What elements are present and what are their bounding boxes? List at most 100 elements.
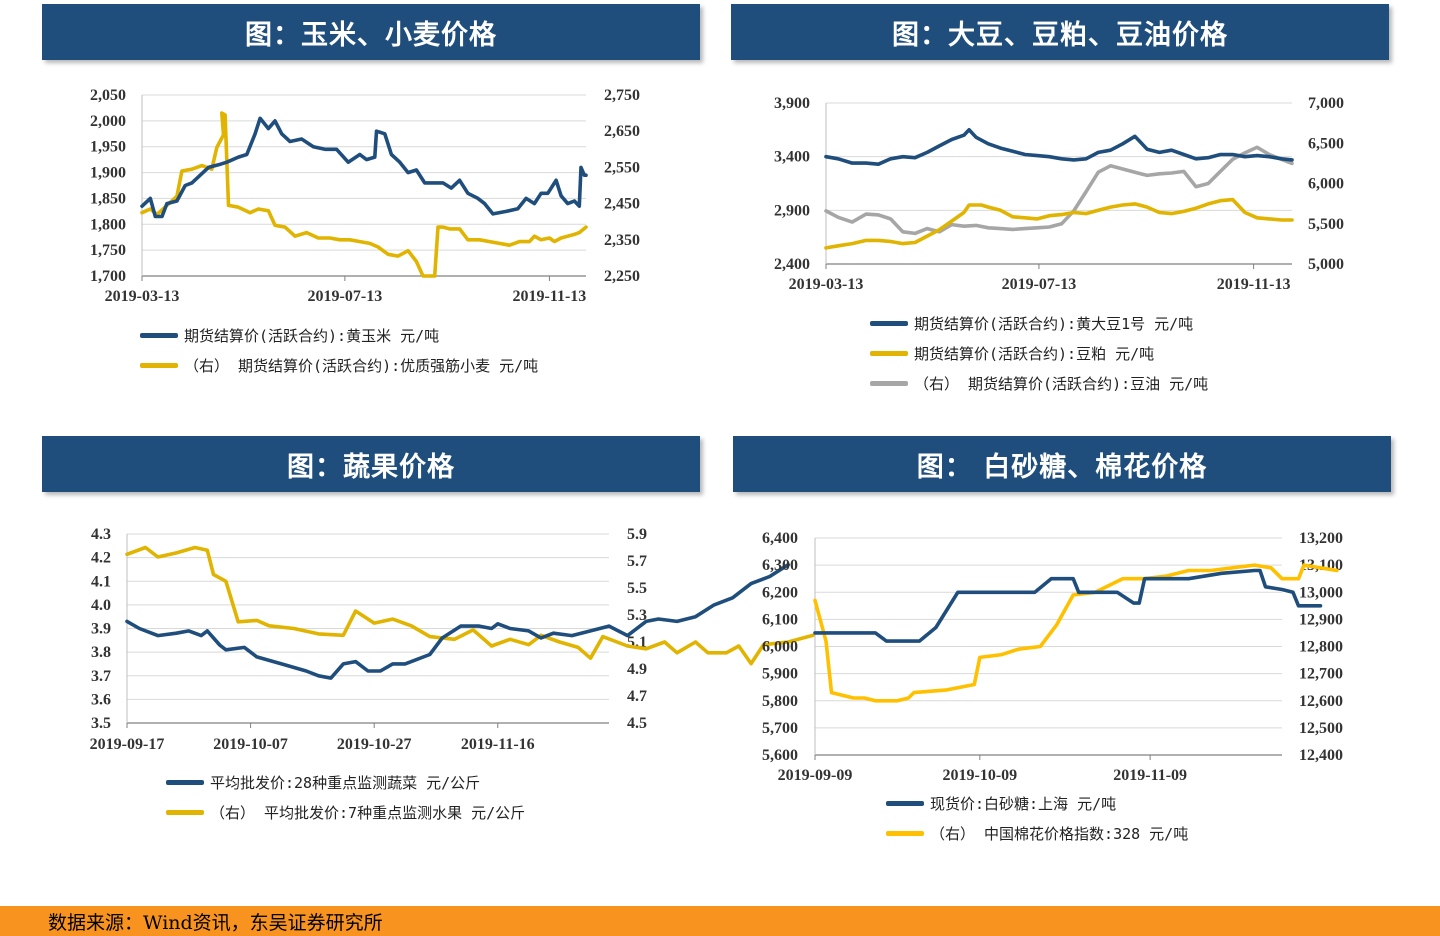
left-axis-tick-label: 5,600 (762, 747, 798, 764)
legend-item-soyoil: （右） 期货结算价(活跃合约):豆油 元/吨 (870, 368, 1208, 398)
right-axis-tick-label: 6,500 (1308, 135, 1344, 152)
right-axis-tick-label: 2,450 (604, 196, 640, 213)
right-axis-tick-label: 5,500 (1308, 216, 1344, 233)
right-axis-tick-label: 12,600 (1299, 693, 1343, 710)
legend-label: 现货价:白砂糖:上海 元/吨 (930, 794, 1117, 813)
right-axis-tick-label: 13,200 (1299, 530, 1343, 547)
right-axis-tick-label: 2,350 (604, 232, 640, 249)
panel-title: 图：玉米、小麦价格 (245, 19, 497, 51)
legend-label: 期货结算价(活跃合约):黄玉米 元/吨 (184, 326, 440, 345)
x-axis-tick-label: 2019-03-13 (789, 276, 864, 293)
left-axis-tick-label: 3,400 (774, 149, 810, 166)
left-axis-tick-label: 2,050 (90, 87, 126, 104)
panel-header: 图：大豆、豆粕、豆油价格 (731, 4, 1389, 60)
corn-wheat-chart: 1,700 1,750 1,800 1,850 1,900 1,950 2,000 2,050… (90, 87, 640, 305)
right-axis-tick-label: 2,550 (604, 159, 640, 176)
legend-swatch (870, 350, 908, 356)
right-axis-tick-label: 13,000 (1299, 584, 1343, 601)
left-axis-tick-label: 6,000 (762, 639, 798, 656)
left-axis-tick-label: 3.6 (91, 691, 111, 708)
x-axis-tick-label: 2019-09-17 (90, 736, 165, 753)
legend-label: （右） 中国棉花价格指数:328 元/吨 (930, 824, 1189, 843)
panel-title: 图：蔬果价格 (287, 451, 455, 483)
x-axis-tick-label: 2019-10-07 (213, 736, 288, 753)
left-axis-tick-label: 1,950 (90, 139, 126, 156)
x-axis-tick-label: 2019-07-13 (1002, 276, 1077, 293)
legend-swatch (140, 362, 178, 368)
panel-header: 图：蔬果价格 (42, 436, 700, 492)
legend-swatch (886, 830, 924, 836)
right-axis-tick-label: 2,650 (604, 123, 640, 140)
right-axis-tick-label: 5.7 (627, 553, 647, 570)
left-axis-tick-label: 3.7 (91, 668, 111, 685)
left-axis-tick-label: 2,000 (90, 113, 126, 130)
data-source: 数据来源：Wind资讯，东吴证券研究所 (48, 911, 383, 934)
panel-title: 图： 白砂糖、棉花价格 (916, 451, 1208, 483)
left-axis-tick-label: 1,850 (90, 190, 126, 207)
legend-item-sugar: 现货价:白砂糖:上海 元/吨 (886, 788, 1188, 818)
chart-legend: 现货价:白砂糖:上海 元/吨 （右） 中国棉花价格指数:328 元/吨 (886, 788, 1188, 848)
legend-item-wheat: （右） 期货结算价(活跃合约):优质强筋小麦 元/吨 (140, 350, 538, 380)
right-axis-tick-label: 5,000 (1308, 256, 1344, 273)
series-line (125, 562, 791, 680)
legend-label: （右） 期货结算价(活跃合约):豆油 元/吨 (914, 374, 1209, 393)
left-axis-tick-label: 1,800 (90, 216, 126, 233)
legend-item-fruits: （右） 平均批发价:7种重点监测水果 元/公斤 (166, 797, 525, 827)
right-axis-tick-label: 12,400 (1299, 747, 1343, 764)
legend-item-vegetables: 平均批发价:28种重点监测蔬菜 元/公斤 (166, 767, 525, 797)
soy-chart: 2,400 2,900 3,400 3,900 5,000 5,500 6,000 6,500… (774, 95, 1344, 293)
x-axis-tick-label: 2019-11-13 (513, 288, 587, 305)
right-axis-tick-label: 12,900 (1299, 611, 1343, 628)
right-axis-tick-label: 12,700 (1299, 666, 1343, 683)
legend-swatch (166, 809, 204, 815)
left-axis-tick-label: 6,400 (762, 530, 798, 547)
left-axis-tick-label: 1,700 (90, 268, 126, 285)
legend-label: 期货结算价(活跃合约):黄大豆1号 元/吨 (914, 314, 1194, 333)
left-axis-tick-label: 1,900 (90, 165, 126, 182)
right-axis-tick-label: 12,800 (1299, 639, 1343, 656)
right-axis-tick-label: 2,250 (604, 268, 640, 285)
footer-bar: 数据来源：Wind资讯，东吴证券研究所 (0, 906, 1440, 936)
right-axis-tick-label: 4.9 (627, 661, 647, 678)
series-line (824, 197, 1294, 250)
left-axis-tick-label: 2,400 (774, 256, 810, 273)
legend-item-soymeal: 期货结算价(活跃合约):豆粕 元/吨 (870, 338, 1208, 368)
legend-label: （右） 平均批发价:7种重点监测水果 元/公斤 (210, 803, 526, 822)
x-axis-tick-label: 2019-10-09 (942, 767, 1017, 784)
x-axis-tick-label: 2019-11-09 (1113, 767, 1187, 784)
series-line (140, 116, 588, 219)
legend-swatch (140, 332, 178, 338)
legend-item-corn: 期货结算价(活跃合约):黄玉米 元/吨 (140, 320, 538, 350)
left-axis-tick-label: 6,300 (762, 557, 798, 574)
left-axis-tick-label: 4.3 (91, 526, 111, 543)
left-axis-tick-label: 5,900 (762, 666, 798, 683)
left-axis-tick-label: 4.2 (91, 550, 111, 567)
x-axis-tick-label: 2019-07-13 (308, 288, 383, 305)
legend-item-cotton: （右） 中国棉花价格指数:328 元/吨 (886, 818, 1188, 848)
produce-chart: 3.53.63.73.83.94.04.14.24.34.54.74.95.15… (90, 526, 815, 753)
series-line (824, 145, 1294, 236)
panel-header: 图： 白砂糖、棉花价格 (733, 436, 1391, 492)
series-line (125, 545, 815, 666)
x-axis-tick-label: 2019-11-13 (1217, 276, 1291, 293)
legend-swatch (886, 800, 924, 806)
legend-label: 平均批发价:28种重点监测蔬菜 元/公斤 (210, 773, 481, 792)
right-axis-tick-label: 5.3 (627, 607, 647, 624)
legend-label: （右） 期货结算价(活跃合约):优质强筋小麦 元/吨 (184, 356, 539, 375)
legend-label: 期货结算价(活跃合约):豆粕 元/吨 (914, 344, 1155, 363)
left-axis-tick-label: 5,800 (762, 693, 798, 710)
sugar-cotton-chart: 5,600 5,700 5,800 5,900 6,000 6,100 6,200 6,300… (762, 530, 1343, 784)
x-axis-tick-label: 2019-09-09 (778, 767, 853, 784)
left-axis-tick-label: 3.8 (91, 644, 111, 661)
left-axis-tick-label: 6,200 (762, 584, 798, 601)
right-axis-tick-label: 4.5 (627, 715, 647, 732)
left-axis-tick-label: 4.0 (91, 597, 111, 614)
left-axis-tick-label: 2,900 (774, 202, 810, 219)
left-axis-tick-label: 5,700 (762, 720, 798, 737)
left-axis-tick-label: 3.9 (91, 621, 111, 638)
left-axis-tick-label: 6,100 (762, 611, 798, 628)
left-axis-tick-label: 3.5 (91, 715, 111, 732)
series-line (813, 568, 1323, 643)
x-axis-tick-label: 2019-11-16 (461, 736, 535, 753)
x-axis-tick-label: 2019-10-27 (337, 736, 412, 753)
